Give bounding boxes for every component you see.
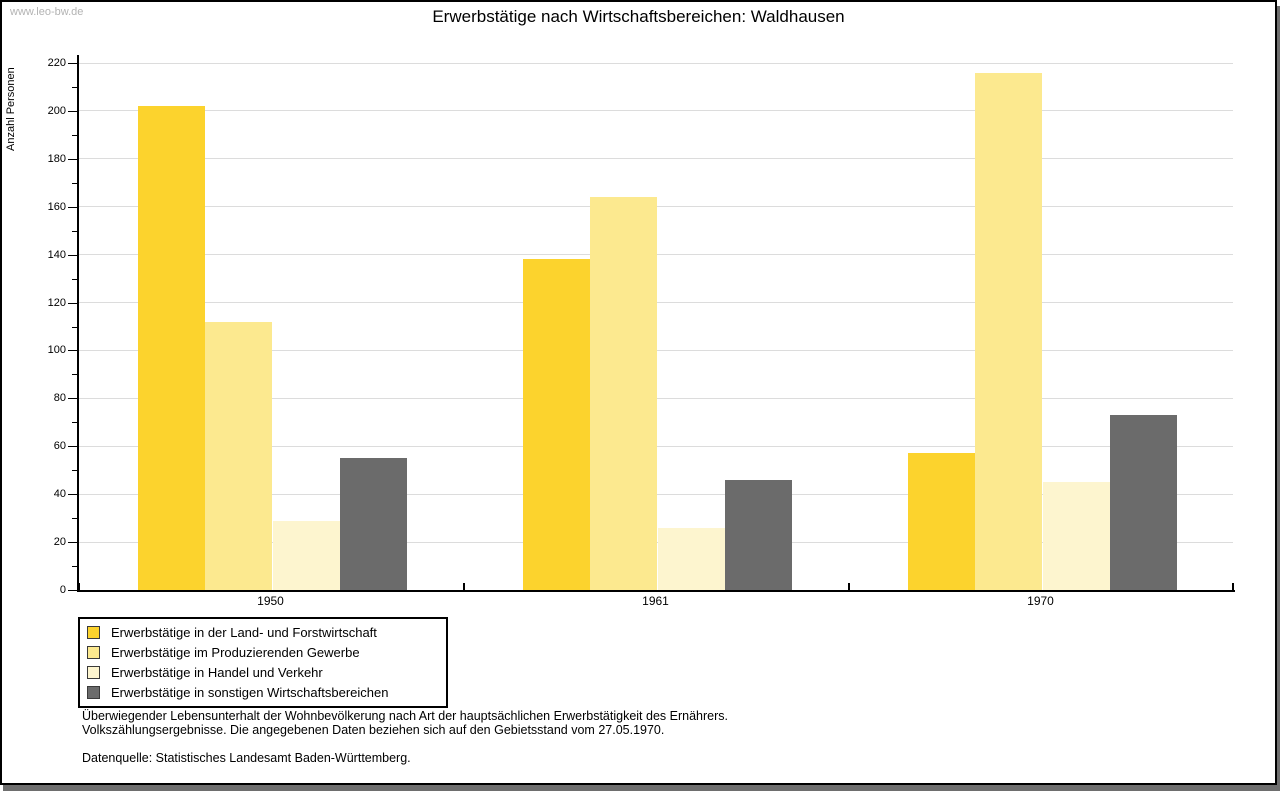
y-tick-major [68, 446, 77, 448]
bar-1950-series-2 [205, 321, 273, 590]
footer-note-line1: Überwiegender Lebensunterhalt der Wohnbe… [82, 709, 728, 723]
bar-1961-series-3 [657, 527, 725, 590]
y-tick-major [68, 542, 77, 544]
y-tick-minor [72, 86, 77, 88]
y-tick-label: 160 [47, 200, 66, 213]
x-axis-label: 1950 [257, 594, 284, 608]
y-tick-minor [72, 374, 77, 376]
legend-item: Erwerbstätige in Handel und Verkehr [80, 662, 446, 682]
x-axis-tick [1232, 583, 1234, 590]
bar-1970-series-2 [975, 72, 1043, 590]
y-tick-minor [72, 134, 77, 136]
y-tick-minor [72, 422, 77, 424]
bar-1970-series-1 [908, 453, 975, 590]
footer: Überwiegender Lebensunterhalt der Wohnbe… [82, 709, 728, 765]
legend-label: Erwerbstätige in der Land- und Forstwirt… [111, 624, 377, 640]
bar-1961-series-1 [523, 259, 590, 590]
bar-1961-series-4 [724, 479, 792, 590]
legend-swatch [87, 625, 100, 639]
footer-source: Datenquelle: Statistisches Landesamt Bad… [82, 751, 411, 765]
legend-swatch [87, 685, 100, 699]
y-tick-label: 140 [47, 248, 66, 261]
y-tick-major [68, 590, 77, 591]
y-tick-label: 120 [47, 296, 66, 309]
legend-item: Erwerbstätige im Produzierenden Gewerbe [80, 642, 446, 662]
y-tick-label: 0 [59, 584, 66, 596]
y-tick-major [68, 494, 77, 496]
legend-swatch [87, 665, 100, 679]
y-tick-label: 80 [53, 392, 66, 405]
y-tick-major [68, 110, 77, 112]
y-tick-label: 220 [47, 57, 66, 69]
y-tick-major [68, 206, 77, 208]
x-axis-tick [463, 583, 465, 590]
bar-1950-series-1 [138, 106, 205, 590]
footer-note-line2: Volkszählungsergebnisse. Die angegebenen… [82, 723, 665, 737]
y-gridline [78, 110, 1233, 112]
y-tick-label: 40 [53, 488, 66, 501]
bar-1950-series-4 [339, 458, 407, 590]
x-axis-label: 1970 [1027, 594, 1054, 608]
y-tick-minor [72, 326, 77, 328]
y-tick-major [68, 254, 77, 256]
bar-1970-series-3 [1042, 482, 1110, 590]
y-tick-label: 20 [53, 536, 66, 549]
x-axis-line [77, 590, 1235, 592]
y-tick-label: 60 [53, 440, 66, 453]
y-axis-line [77, 55, 79, 591]
y-tick-minor [72, 278, 77, 280]
y-tick-minor [72, 230, 77, 232]
bar-1961-series-2 [590, 197, 658, 590]
y-tick-minor [72, 182, 77, 184]
chart-title: Erwerbstätige nach Wirtschaftsbereichen:… [432, 7, 845, 26]
legend-item: Erwerbstätige in sonstigen Wirtschaftsbe… [80, 682, 446, 702]
plot-area [78, 62, 1233, 590]
y-tick-major [68, 158, 77, 160]
watermark: www.leo-bw.de [10, 6, 84, 18]
y-tick-major [68, 350, 77, 352]
legend-swatch [87, 645, 100, 659]
legend-item: Erwerbstätige in der Land- und Forstwirt… [80, 622, 446, 642]
bar-1950-series-3 [272, 520, 340, 590]
legend-label: Erwerbstätige in sonstigen Wirtschaftsbe… [111, 684, 389, 700]
y-gridline [78, 158, 1233, 160]
y-tick-label: 200 [47, 104, 66, 117]
legend-label: Erwerbstätige im Produzierenden Gewerbe [111, 644, 360, 660]
bar-1970-series-4 [1109, 415, 1177, 590]
legend: Erwerbstätige in der Land- und Forstwirt… [78, 617, 448, 708]
y-tick-major [68, 302, 77, 304]
y-tick-minor [72, 518, 77, 520]
x-axis-tick [848, 583, 850, 590]
y-tick-minor [72, 470, 77, 472]
y-axis-title: Anzahl Personen [5, 67, 17, 151]
x-axis-label: 1961 [642, 594, 669, 608]
legend-label: Erwerbstätige in Handel und Verkehr [111, 664, 323, 680]
y-tick-label: 100 [47, 344, 66, 357]
y-tick-major [68, 398, 77, 400]
y-tick-major [68, 63, 77, 64]
x-axis-tick [78, 583, 80, 590]
y-tick-minor [72, 566, 77, 568]
y-tick-label: 180 [47, 152, 66, 165]
y-gridline [78, 62, 1233, 64]
